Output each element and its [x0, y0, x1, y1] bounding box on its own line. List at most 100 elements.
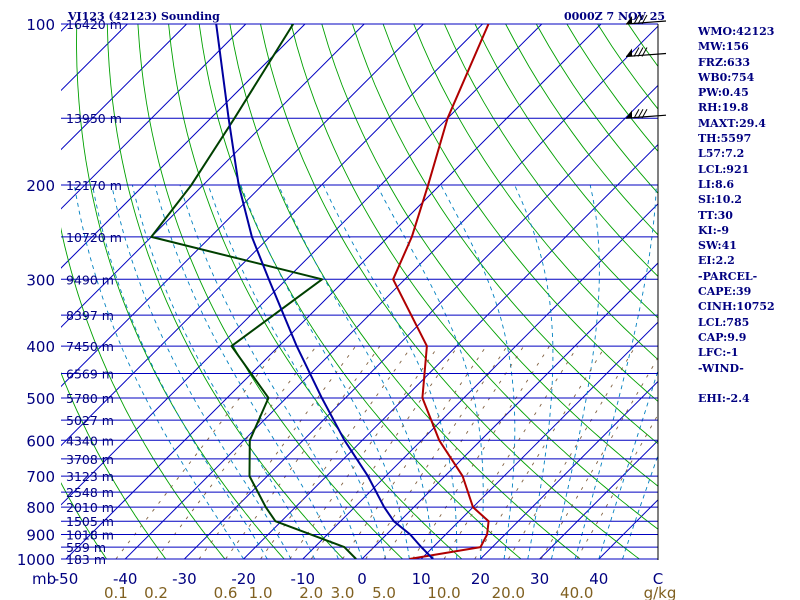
mixing-ratio-tick-label: 2.0	[299, 584, 323, 600]
isotherm-line	[124, 25, 658, 559]
index-line: TH:5597	[698, 132, 752, 146]
pressure-tick-label: 800	[26, 499, 55, 517]
station-title: VI123 (42123) Sounding	[68, 10, 220, 23]
isotherm-line	[420, 321, 658, 559]
wind-barb-feather	[633, 108, 640, 119]
pressure-tick-label: 1000	[17, 551, 55, 569]
mixing-ratio-line	[342, 345, 487, 559]
temperature-tick-label: C	[653, 570, 663, 588]
index-line: EI:2.2	[698, 254, 735, 268]
wind-barb-staff	[625, 52, 667, 58]
height-label: 6569 m	[66, 366, 114, 381]
wind-barb	[625, 47, 667, 58]
pressure-unit-label: mb	[32, 570, 56, 588]
index-line: CAPE:39	[698, 285, 752, 299]
pressure-tick-label: 900	[26, 527, 55, 545]
mixing-ratio-tick-label: 3.0	[331, 584, 355, 600]
isotherm-line	[61, 24, 247, 210]
wind-barb-feather	[637, 47, 644, 57]
index-line: MAXT:29.4	[698, 116, 766, 130]
wind-barb-feather	[641, 108, 648, 119]
wind-barb-staff	[625, 20, 667, 25]
index-line: LFC:-1	[698, 346, 739, 360]
mixing-ratio-line	[576, 413, 658, 559]
height-label: 3123 m	[66, 469, 114, 484]
index-line: L57:7.2	[698, 147, 745, 161]
parcel-profile-line	[215, 24, 434, 559]
moist-adiabat-line	[598, 368, 658, 559]
mixing-ratio-tick-label: 0.2	[144, 584, 168, 600]
temperature-profile-line	[392, 24, 490, 559]
isotherm-line	[480, 380, 658, 559]
index-line: SW:41	[698, 239, 737, 253]
pressure-tick-label: 600	[26, 432, 55, 450]
index-line: MW:156	[698, 40, 749, 54]
height-label: 3708 m	[66, 452, 114, 467]
mixing-ratio-tick-label: 0.1	[104, 584, 128, 600]
pressure-tick-label: 100	[26, 16, 55, 34]
index-line: FRZ:633	[698, 55, 751, 69]
wind-barb	[625, 14, 667, 25]
dewpoint-profile-line	[150, 24, 357, 559]
moist-adiabat-line	[376, 184, 484, 559]
mixing-ratio-tick-label: 20.0	[492, 584, 525, 600]
index-line: WB0:754	[698, 70, 755, 84]
isotherm-line	[65, 24, 602, 559]
index-line: WMO:42123	[698, 25, 775, 38]
index-line: KI:-9	[698, 223, 729, 237]
index-line: RH:19.8	[698, 101, 749, 115]
temperature-tick-label: -30	[172, 570, 197, 588]
temperature-tick-label: 10	[412, 570, 431, 588]
mixing-ratio-tick-label: 0.6	[214, 584, 238, 600]
mixing-ratio-line	[540, 356, 658, 559]
index-line: -WIND-	[698, 361, 744, 375]
mixing-ratio-line	[225, 345, 381, 559]
stability-indices-panel: WMO:42123 MW:156 FRZ:633 WB0:754 PW:0.45 RH:1…	[698, 24, 798, 406]
wind-barb-feather	[641, 47, 648, 57]
mixing-ratio-line	[198, 345, 357, 559]
moist-adiabat-line	[440, 184, 516, 559]
mixing-ratio-line	[412, 345, 550, 559]
height-label: 16420 m	[66, 17, 122, 32]
index-line: LI:8.6	[698, 177, 735, 191]
index-line: CINH:10752	[698, 300, 775, 314]
mixing-ratio-unit-label: g/kg	[644, 584, 677, 600]
isotherm-line	[61, 24, 306, 269]
wind-barb-feather	[633, 47, 640, 57]
mixing-ratio-line	[365, 345, 508, 559]
temperature-tick-label: -10	[291, 570, 316, 588]
temperature-tick-label: 40	[589, 570, 608, 588]
height-label: 559 m	[66, 540, 106, 555]
moist-adiabat-line	[240, 184, 410, 559]
mixing-ratio-line	[443, 345, 579, 559]
index-line: PW:0.45	[698, 86, 749, 100]
moist-adiabat-line	[622, 454, 658, 559]
wind-barb-staff	[625, 114, 667, 119]
wind-barb-feather	[641, 14, 648, 25]
isotherm-line	[61, 24, 424, 388]
height-label: 12170 m	[66, 178, 122, 193]
height-label: 10720 m	[66, 230, 122, 245]
isotherm-line	[61, 24, 187, 151]
wind-barb-feather	[637, 108, 644, 119]
moist-adiabat-line	[73, 185, 244, 559]
wind-barb-pennant	[626, 110, 632, 119]
height-label: 8397 m	[66, 308, 114, 323]
isotherm-line	[61, 24, 483, 447]
temperature-tick-label: 30	[530, 570, 549, 588]
pressure-tick-label: 300	[26, 271, 55, 289]
height-label: 4340 m	[66, 433, 114, 448]
wind-barb-pennant	[626, 48, 632, 57]
index-line: SI:10.2	[698, 193, 742, 207]
index-line: -PARCEL-	[698, 269, 758, 283]
height-label: 183 m	[66, 552, 106, 567]
temperature-tick-label: -50	[54, 570, 79, 588]
mixing-ratio-line	[155, 345, 317, 559]
index-line: EHI:-2.4	[698, 392, 750, 406]
moist-adiabat-line	[322, 184, 458, 559]
wind-barb-feather	[637, 14, 644, 25]
height-label: 7450 m	[66, 339, 114, 354]
index-line: CAP:9.9	[698, 330, 747, 344]
index-line: LCL:921	[698, 162, 750, 176]
isotherm-line	[0, 24, 9, 559]
